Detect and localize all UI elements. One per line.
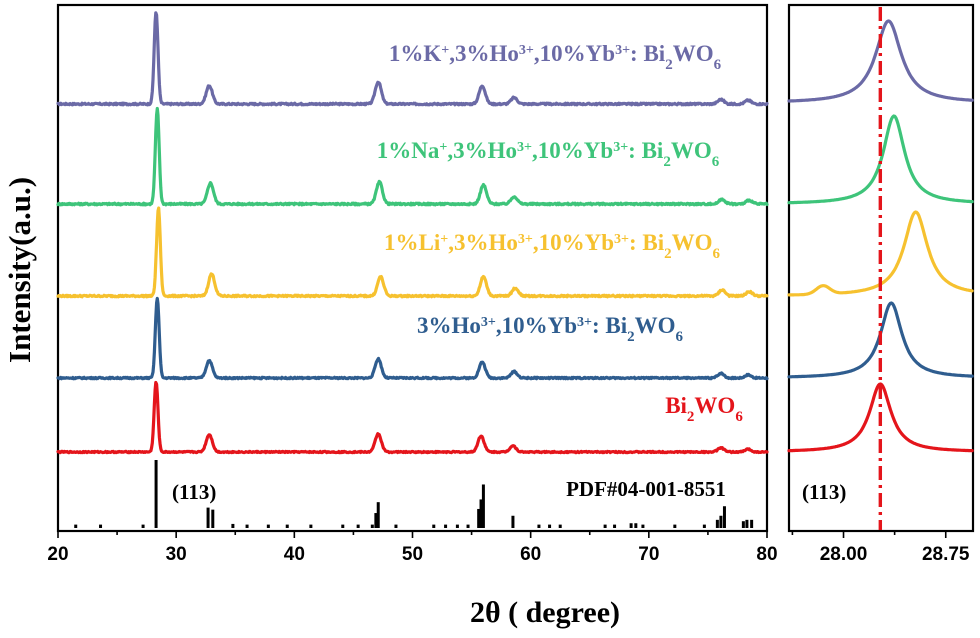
series-line: [56, 206, 769, 299]
series-label: 1%K+,3%Ho3+,10%Yb3+: Bi2WO6: [389, 41, 722, 73]
x-tick-label: 20: [47, 544, 68, 565]
series-label: 3%Ho3+,10%Yb3+: Bi2WO6: [417, 313, 684, 345]
zoom-peak-label: (113): [802, 480, 846, 504]
series-line: [56, 11, 769, 107]
zoom-panel: 28.00 28.75 (113): [787, 3, 975, 565]
x-tick-label: 70: [638, 544, 659, 565]
series-label: 1%Na+,3%Ho3+,10%Yb3+: Bi2WO6: [377, 138, 720, 170]
series-line: [56, 380, 769, 455]
x-tick-label: 60: [520, 544, 541, 565]
zoom-x-tick-label: 28.75: [922, 544, 970, 565]
zoom-plot-frame: [787, 3, 975, 533]
x-tick-label: 30: [166, 544, 187, 565]
series-line: [56, 106, 769, 207]
peak-label: (113): [172, 480, 216, 504]
x-tick-label: 50: [402, 544, 423, 565]
series-label: Bi2WO6: [665, 393, 743, 425]
series-label: 1%Li+,3%Ho3+,10%Yb3+: Bi2WO6: [384, 230, 721, 262]
x-axis-title: 2θ ( degree): [470, 596, 620, 629]
y-axis-title: Intensity(a.u.): [2, 177, 37, 363]
main-panel: 20 30 40 50 60 70 80 1%K+,3%Ho3+,10%Yb3+: Bi2WO…: [47, 3, 778, 565]
x-tick-label: 40: [284, 544, 305, 565]
zoom-x-tick-label: 28.00: [820, 544, 868, 565]
reference-label: PDF#04-001-8551: [566, 477, 726, 501]
x-tick-label: 80: [756, 544, 777, 565]
zoom-series-line: [787, 382, 974, 453]
series-line: [56, 296, 769, 381]
